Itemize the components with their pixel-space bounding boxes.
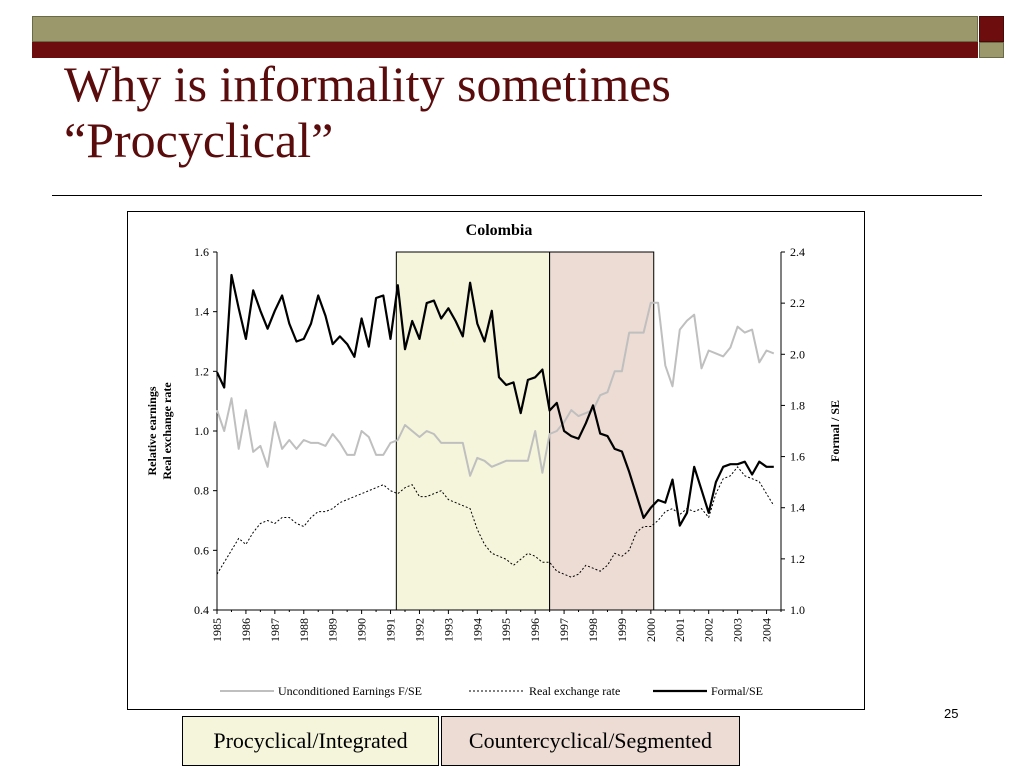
title-divider — [52, 195, 982, 196]
chart-title: Colombia — [466, 222, 533, 239]
corner-square-red — [979, 16, 1004, 42]
x-tick-label: 2004 — [760, 618, 774, 642]
right-tick-label: 2.0 — [790, 347, 805, 361]
x-tick-label: 1998 — [586, 618, 600, 642]
left-tick-label: 1.4 — [194, 305, 209, 319]
right-axis-label: Formal / SE — [828, 400, 842, 462]
header-band-olive — [32, 16, 978, 42]
right-tick-label: 1.4 — [790, 501, 805, 515]
header-band-red — [32, 42, 978, 58]
series-line-gray — [216, 301, 775, 477]
legend-label: Real exchange rate — [529, 684, 620, 698]
left-tick-label: 1.2 — [194, 364, 209, 378]
slide-title-line-1: Why is informality sometimes — [64, 56, 671, 112]
left-axis-label: Relative earnings — [145, 386, 159, 475]
slide-title: Why is informality sometimes “Procyclica… — [64, 56, 964, 168]
right-tick-label: 1.6 — [790, 450, 805, 464]
procyclical-label-box: Procyclical/Integrated — [182, 716, 439, 766]
x-tick-label: 1987 — [268, 618, 282, 642]
x-tick-label: 1994 — [470, 618, 484, 642]
shaded-region-procyclical — [395, 251, 551, 611]
corner-square-olive — [979, 42, 1004, 58]
page-number: 25 — [944, 706, 959, 721]
left-axis-label: Real exchange rate — [160, 382, 174, 480]
slide-title-line-2: “Procyclical” — [64, 112, 334, 168]
x-tick-label: 1995 — [499, 618, 513, 642]
left-tick-label: 0.4 — [194, 603, 209, 617]
x-tick-label: 1996 — [528, 618, 542, 642]
x-tick-label: 2003 — [731, 618, 745, 642]
left-tick-label: 1.0 — [194, 424, 209, 438]
legend-label: Unconditioned Earnings F/SE — [278, 684, 422, 698]
x-tick-label: 1986 — [239, 618, 253, 642]
x-tick-label: 1993 — [441, 618, 455, 642]
x-tick-label: 2002 — [702, 618, 716, 642]
x-tick-label: 1990 — [355, 618, 369, 642]
series-line-dotted — [216, 466, 775, 578]
x-tick-label: 2001 — [673, 618, 687, 642]
x-tick-label: 1991 — [384, 618, 398, 642]
x-tick-label: 2000 — [644, 618, 658, 642]
right-tick-label: 2.2 — [790, 296, 805, 310]
x-tick-label: 1999 — [615, 618, 629, 642]
right-tick-label: 1.0 — [790, 603, 805, 617]
colombia-chart: 0.4 0.6 0.8 1.0 1.2 1.4 1.6 1.0 1.2 1.4 1.6 1.8 2.0 2… — [145, 222, 842, 698]
x-tick-label: 1988 — [297, 618, 311, 642]
x-tick-label: 1985 — [210, 618, 224, 642]
chart-frame: 0.4 0.6 0.8 1.0 1.2 1.4 1.6 1.0 1.2 1.4 1.6 1.8 2.0 2… — [127, 211, 865, 710]
x-tick-label: 1989 — [326, 618, 340, 642]
left-tick-label: 0.8 — [194, 484, 209, 498]
series-line-black — [216, 273, 774, 527]
right-tick-label: 2.4 — [790, 245, 805, 259]
countercyclical-label-box: Countercyclical/Segmented — [441, 716, 740, 766]
right-tick-label: 1.8 — [790, 398, 805, 412]
x-tick-label: 1997 — [557, 618, 571, 642]
shaded-region-countercyclical — [549, 251, 655, 611]
left-tick-label: 1.6 — [194, 245, 209, 259]
legend-label: Formal/SE — [711, 684, 763, 698]
right-tick-label: 1.2 — [790, 552, 805, 566]
left-tick-label: 0.6 — [194, 543, 209, 557]
x-tick-label: 1992 — [412, 618, 426, 642]
